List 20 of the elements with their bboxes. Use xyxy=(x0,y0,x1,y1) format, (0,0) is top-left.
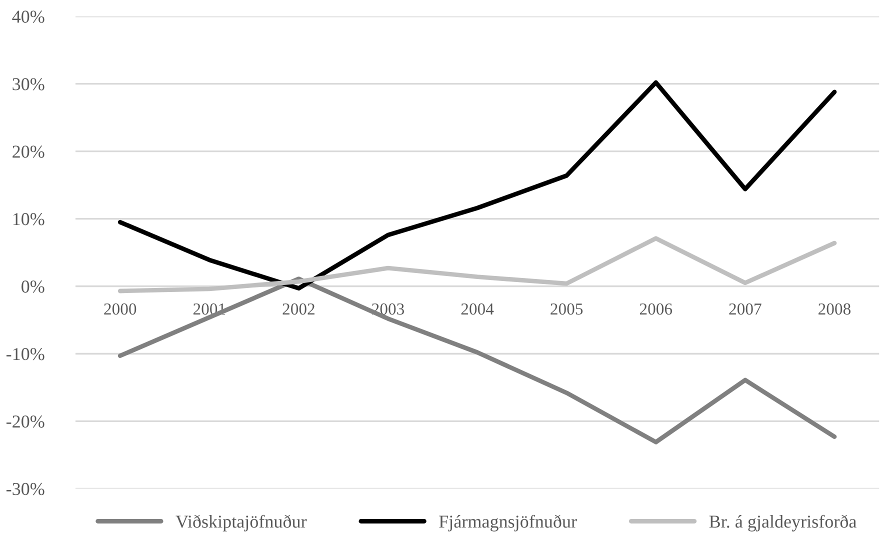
y-tick-label: -10% xyxy=(6,348,44,360)
x-tick-label: 2004 xyxy=(461,303,494,315)
x-tick-label: 2007 xyxy=(729,303,762,315)
line-series xyxy=(118,236,837,294)
legend-label: Fjármagnsjöfnuður xyxy=(439,514,577,532)
legend-label: Viðskiptajöfnuður xyxy=(176,514,307,532)
y-tick-label: 20% xyxy=(12,146,44,158)
x-tick-label: 2006 xyxy=(640,303,672,315)
x-tick-label: 2000 xyxy=(104,303,136,315)
x-tick-label: 2002 xyxy=(282,303,314,315)
x-tick-label: 2005 xyxy=(550,303,583,315)
y-tick-label: 0% xyxy=(22,280,44,293)
y-tick-label: 10% xyxy=(13,213,44,226)
y-tick-label: -20% xyxy=(6,415,44,428)
x-tick-label: 2008 xyxy=(818,303,851,315)
line-series xyxy=(118,80,837,291)
y-tick-label: 30% xyxy=(12,78,44,90)
y-tick-label: 40% xyxy=(12,10,44,23)
legend-label: Br. á gjaldeyrisforða xyxy=(709,514,856,532)
y-tick-label: -30% xyxy=(6,482,44,496)
